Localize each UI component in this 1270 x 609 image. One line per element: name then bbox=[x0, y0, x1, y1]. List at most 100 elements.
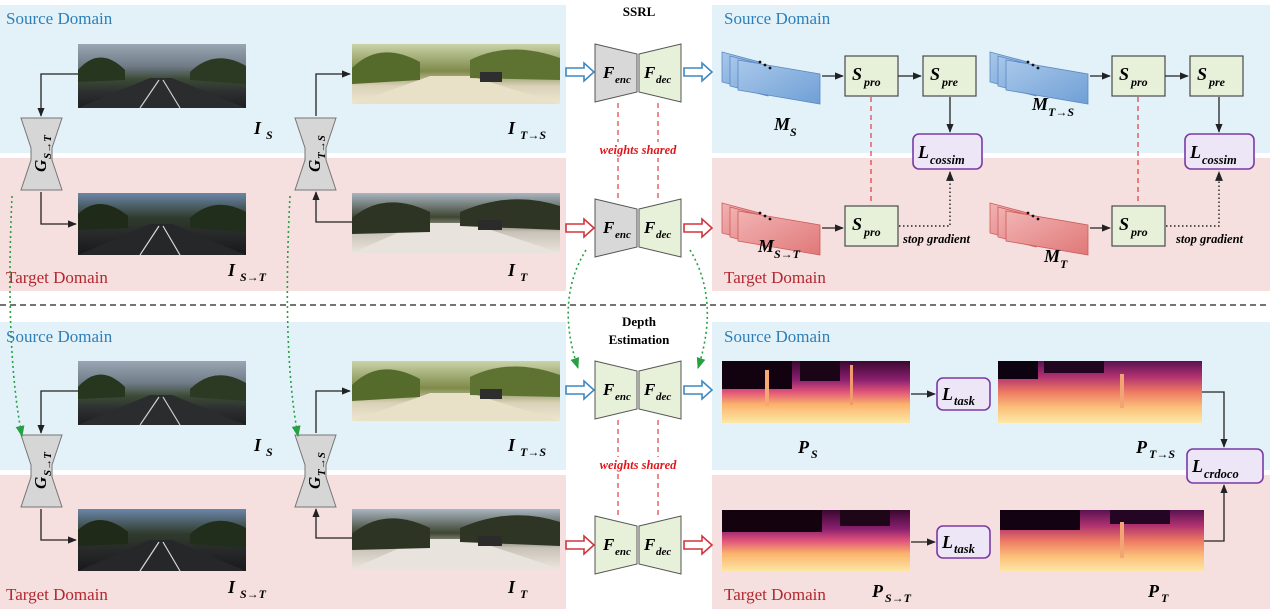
depth-map-ps bbox=[722, 361, 910, 423]
top-source-label-left: Source Domain bbox=[6, 9, 113, 28]
svg-text:T: T bbox=[520, 270, 528, 284]
svg-text:G: G bbox=[31, 159, 50, 172]
decoder-target-top: F dec bbox=[638, 198, 682, 258]
svg-text:F: F bbox=[602, 218, 615, 237]
svg-text:L: L bbox=[941, 532, 953, 552]
arrow-is-to-gst-bottom bbox=[37, 390, 78, 434]
top-target-label-left: Target Domain bbox=[6, 268, 108, 287]
svg-text:P: P bbox=[1135, 437, 1148, 457]
label-it-top: I T bbox=[507, 260, 528, 284]
svg-text:dec: dec bbox=[656, 229, 671, 241]
arrow-source-out-top bbox=[683, 61, 714, 83]
svg-text:cossim: cossim bbox=[1202, 153, 1237, 167]
spre-box-source-1: S pre bbox=[922, 55, 977, 97]
bottom-target-label-left: Target Domain bbox=[6, 585, 108, 604]
encoder-source-bottom: F enc bbox=[594, 360, 638, 420]
svg-text:S: S bbox=[790, 125, 797, 139]
depth-map-pst bbox=[722, 510, 910, 572]
image-ist-bottom bbox=[78, 509, 246, 572]
encoder-target-top: F enc bbox=[594, 198, 638, 258]
svg-text:task: task bbox=[954, 394, 976, 408]
label-its-top: I T→S bbox=[507, 118, 546, 142]
svg-text:cossim: cossim bbox=[930, 153, 965, 167]
depth-map-pt bbox=[1000, 510, 1204, 572]
top-source-label-right: Source Domain bbox=[724, 9, 831, 28]
arrow-gst-to-ist bbox=[40, 192, 77, 228]
svg-text:I: I bbox=[253, 435, 262, 455]
svg-text:I: I bbox=[227, 260, 236, 280]
svg-text:P: P bbox=[871, 581, 884, 601]
image-its-top bbox=[352, 44, 560, 104]
label-it-bottom: I T bbox=[507, 577, 528, 601]
svg-text:M: M bbox=[1031, 94, 1049, 114]
svg-text:F: F bbox=[602, 535, 615, 554]
image-is-top bbox=[78, 44, 246, 109]
loss-cossim-1: L cossim bbox=[912, 133, 983, 170]
bottom-source-label-right: Source Domain bbox=[724, 327, 831, 346]
decoder-source-top: F dec bbox=[638, 43, 682, 103]
image-its-bottom bbox=[352, 361, 560, 421]
svg-text:T: T bbox=[1161, 591, 1169, 605]
svg-text:S: S bbox=[852, 64, 862, 84]
svg-text:pro: pro bbox=[863, 75, 881, 89]
arrow-pt-to-crdoco bbox=[1204, 484, 1228, 542]
spre-box-source-2: S pre bbox=[1189, 55, 1244, 97]
label-pst: P S→T bbox=[871, 581, 912, 605]
label-mt: M T bbox=[1043, 246, 1068, 271]
svg-text:G: G bbox=[305, 159, 324, 172]
svg-text:T→S: T→S bbox=[316, 452, 328, 476]
loss-task-target: L task bbox=[936, 525, 991, 559]
svg-text:S: S bbox=[266, 128, 273, 142]
feature-map-ms bbox=[721, 51, 821, 105]
svg-text:G: G bbox=[305, 476, 324, 489]
generator-ts-bottom: G T→S bbox=[294, 434, 337, 508]
svg-text:S→T: S→T bbox=[240, 587, 267, 601]
svg-text:enc: enc bbox=[615, 74, 631, 86]
label-mst: M S→T bbox=[757, 236, 801, 261]
arrow-source-out-bottom bbox=[683, 379, 714, 401]
arrow-source-in-bottom bbox=[565, 379, 596, 401]
svg-text:pre: pre bbox=[1208, 75, 1226, 89]
image-is-bottom bbox=[78, 361, 246, 426]
svg-text:S→T: S→T bbox=[42, 134, 54, 159]
svg-text:I: I bbox=[507, 577, 516, 597]
label-is-top: I S bbox=[253, 118, 273, 142]
svg-text:S→T: S→T bbox=[774, 247, 801, 261]
arrow-gst-to-ist-bottom bbox=[40, 509, 77, 544]
svg-text:I: I bbox=[227, 577, 236, 597]
image-it-bottom bbox=[352, 509, 560, 569]
weights-shared-top: weights shared bbox=[600, 143, 678, 157]
feature-map-mt bbox=[989, 202, 1089, 256]
spro-box-target-1: S pro bbox=[844, 205, 899, 247]
svg-text:crdoco: crdoco bbox=[1204, 467, 1239, 481]
svg-text:T→S: T→S bbox=[520, 445, 546, 459]
svg-text:S: S bbox=[1119, 214, 1129, 234]
svg-text:enc: enc bbox=[615, 391, 631, 403]
depth-map-pts bbox=[998, 361, 1202, 423]
stop-gradient-path-1 bbox=[899, 171, 954, 227]
svg-text:S→T: S→T bbox=[240, 270, 267, 284]
svg-text:pro: pro bbox=[1130, 75, 1148, 89]
svg-text:S→T: S→T bbox=[42, 451, 54, 476]
arrow-target-out-top bbox=[683, 217, 714, 239]
svg-text:F: F bbox=[602, 380, 615, 399]
stop-gradient-label-2: stop gradient bbox=[1175, 232, 1244, 246]
weights-shared-bg-bottom bbox=[587, 457, 690, 473]
bottom-target-label-right: Target Domain bbox=[724, 585, 826, 604]
svg-text:M: M bbox=[773, 114, 791, 134]
svg-text:M: M bbox=[1043, 246, 1061, 266]
label-pt: P T bbox=[1147, 581, 1169, 605]
svg-text:P: P bbox=[797, 437, 810, 457]
feature-map-mst bbox=[721, 202, 821, 256]
svg-text:T→S: T→S bbox=[1149, 447, 1175, 461]
decoder-source-bottom: F dec bbox=[638, 360, 682, 420]
green-link-enc bbox=[567, 249, 587, 370]
arrow-target-in-bottom bbox=[565, 534, 596, 556]
svg-text:F: F bbox=[643, 218, 656, 237]
svg-text:L: L bbox=[1189, 142, 1201, 162]
svg-text:task: task bbox=[954, 542, 976, 556]
svg-text:F: F bbox=[643, 535, 656, 554]
stop-gradient-path-2 bbox=[1166, 171, 1223, 227]
weights-shared-bg-top bbox=[587, 142, 690, 158]
